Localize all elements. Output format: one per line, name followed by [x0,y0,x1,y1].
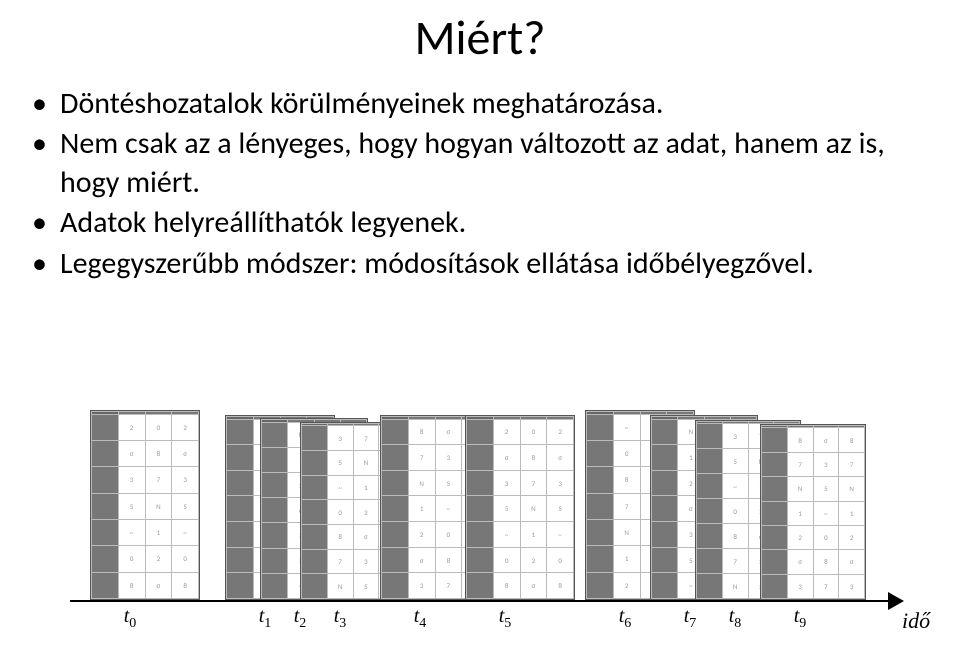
timeline-diagram: 202σ8σ3735N5~1~0208σ8~1~0208σ8737N5N1~12… [0,334,960,654]
snapshot-panel: 8σ8737N5N1~1202σ8σ373 [760,424,866,600]
bullet-item: Nem csak az a lényeges, hogy hogyan vált… [60,125,920,202]
axis-tick: t3 [334,605,347,632]
bullet-list: Döntéshozatalok körülményeinek meghatáro… [0,85,960,283]
axis-line [70,600,890,602]
axis-tick: t4 [414,605,427,632]
axis-tick: t0 [124,605,137,632]
bullet-item: Adatok helyreállíthatók legyenek. [60,204,920,242]
axis-label: idő [902,608,930,634]
panel-stack: 202σ8σ3735N5~1~0208σ8~1~0208σ8737N5N1~12… [0,340,960,600]
axis-tick: t2 [294,605,307,632]
axis-tick: t9 [794,605,807,632]
bullet-item: Legegyszerűbb módszer: módosítások ellát… [60,245,920,283]
snapshot-panel: 202σ8σ3735N5~1~0208σ8 [90,410,200,600]
page-title: Miért? [0,8,960,67]
axis-tick: t8 [729,605,742,632]
bullet-item: Döntéshozatalok körülményeinek meghatáro… [60,85,920,123]
axis-tick: t6 [619,605,632,632]
axis-tick: t7 [684,605,697,632]
axis-tick: t1 [259,605,272,632]
snapshot-panel: 202σ8σ3735N5~1~0208σ8 [465,415,575,600]
axis-tick: t5 [499,605,512,632]
